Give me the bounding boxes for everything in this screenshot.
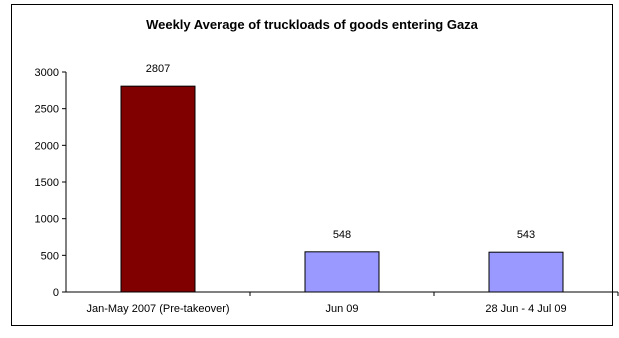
- y-tick-label: 1500: [35, 177, 59, 189]
- bar-3: [488, 251, 564, 293]
- y-tick-label: 2500: [35, 104, 59, 116]
- data-label-1: 2807: [146, 63, 170, 75]
- bar-1: [120, 85, 196, 293]
- y-tick-label: 0: [53, 287, 59, 299]
- x-category-label-1: Jan-May 2007 (Pre-takeover): [86, 303, 229, 315]
- y-tick-label: 1000: [35, 214, 59, 226]
- y-tick-label: 2000: [35, 140, 59, 152]
- x-axis-categories: Jan-May 2007 (Pre-takeover) Jun 09 28 Jun …: [86, 292, 619, 315]
- chart-title: Weekly Average of truckloads of goods en…: [146, 17, 478, 32]
- bars-group: 2807 548 543: [120, 63, 564, 293]
- y-axis-ticks: 0 500 1000 1500 2000 2500 3000: [35, 67, 66, 299]
- x-category-label-3: 28 Jun - 4 Jul 09: [485, 303, 566, 315]
- data-label-3: 543: [517, 229, 535, 241]
- x-category-label-2: Jun 09: [325, 303, 358, 315]
- y-tick-label: 500: [41, 250, 59, 262]
- bar-2: [304, 251, 380, 293]
- y-tick-label: 3000: [35, 67, 59, 79]
- data-label-2: 548: [333, 229, 351, 241]
